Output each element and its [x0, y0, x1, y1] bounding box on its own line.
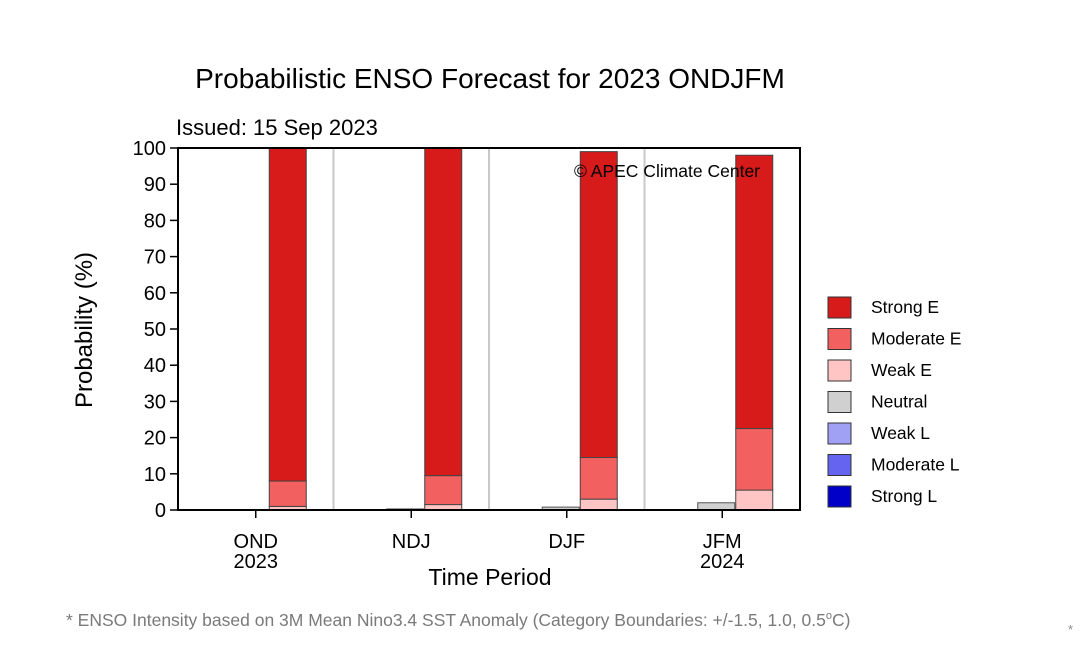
footnote: * ENSO Intensity based on 3M Mean Nino3.…: [66, 610, 850, 631]
bar-strong-e: [424, 147, 463, 477]
legend-label: Moderate E: [871, 329, 961, 349]
legend-label: Neutral: [871, 392, 927, 412]
legend-swatch: [827, 485, 852, 508]
bar-neutral: [697, 502, 736, 511]
bar-strong-e: [735, 154, 774, 430]
x-tick-label: JFM: [703, 531, 742, 553]
issued-date: Issued: 15 Sep 2023: [176, 115, 378, 140]
chart-title: Probabilistic ENSO Forecast for 2023 OND…: [195, 63, 785, 94]
bar-weak-e: [579, 498, 618, 511]
legend-label: Weak L: [871, 423, 930, 443]
legend-label: Weak E: [871, 360, 932, 380]
legend-swatch: [827, 454, 852, 476]
y-tick-label: 40: [144, 355, 166, 377]
y-tick-label: 60: [144, 283, 166, 305]
y-tick-label: 50: [144, 319, 166, 341]
legend: Strong E Moderate E Weak E Neutral Weak L Mod…: [827, 296, 961, 508]
watermark: © APEC Climate Center: [574, 161, 760, 181]
y-tick-label: 20: [144, 428, 166, 450]
footnote-unit: C): [832, 610, 851, 630]
x-tick-year: 2024: [700, 551, 745, 573]
x-tick-label: OND: [234, 531, 278, 553]
corner-mark: *: [1068, 622, 1074, 637]
y-tick-label: 90: [144, 174, 166, 196]
y-tick-label: 10: [144, 464, 166, 486]
legend-swatch: [827, 328, 852, 350]
y-tick-label: 0: [155, 500, 166, 522]
y-tick-label: 30: [144, 391, 166, 413]
bar-moderate-e: [268, 480, 307, 507]
y-axis-label: Probability (%): [71, 252, 98, 408]
legend-label: Strong E: [871, 297, 939, 317]
footnote-text: * ENSO Intensity based on 3M Mean Nino3.…: [66, 610, 826, 630]
y-tick-label: 100: [133, 138, 166, 160]
y-tick-label: 80: [144, 210, 166, 232]
legend-swatch: [827, 422, 852, 445]
x-tick-label: DJF: [548, 531, 585, 553]
x-axis-label: Time Period: [428, 564, 551, 590]
bar-weak-e: [735, 489, 774, 511]
bar-strong-e: [579, 151, 618, 459]
legend-swatch: [827, 359, 852, 382]
legend-swatch: [827, 296, 852, 319]
bar-moderate-e: [579, 457, 618, 500]
x-tick-year: 2023: [234, 551, 279, 573]
x-tick-label: NDJ: [392, 531, 431, 553]
bar-moderate-e: [424, 475, 463, 506]
footnote-degree: o: [825, 610, 833, 623]
bar-strong-e: [268, 147, 307, 482]
legend-swatch: [827, 391, 852, 413]
legend-label: Strong L: [871, 486, 937, 506]
bar-moderate-e: [735, 428, 774, 491]
y-tick-label: 70: [144, 247, 166, 269]
legend-label: Moderate L: [871, 455, 960, 475]
